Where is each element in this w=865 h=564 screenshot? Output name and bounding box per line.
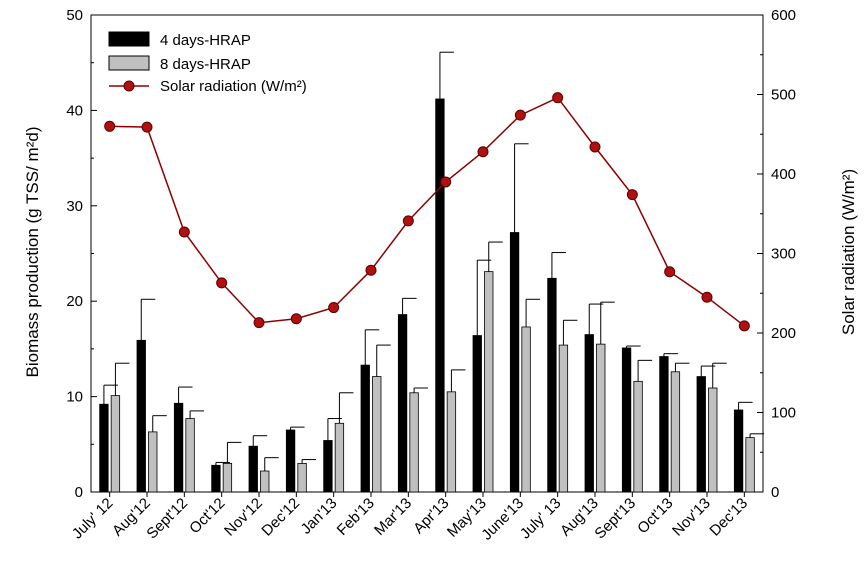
y-axis-right-title: Solar radiation (W/m²) [839, 169, 858, 335]
x-tick-label: Feb'13 [334, 495, 378, 539]
solar-radiation-line [104, 92, 750, 332]
bar-4-days [360, 364, 370, 493]
y-right-tick-label: 200 [771, 325, 796, 342]
bar-8-days [185, 418, 195, 493]
solar-point [477, 146, 489, 158]
bar-8-days [484, 271, 494, 493]
bar-8-days [708, 387, 718, 493]
bar-4-days [397, 314, 408, 493]
y-left-tick-label: 0 [75, 484, 83, 501]
y-left-tick-label: 50 [66, 7, 83, 24]
bar-8-days [670, 371, 681, 493]
solar-point [440, 176, 452, 188]
y-axis-right: 0 100 200 300 400 500 600 [757, 7, 796, 501]
bars-8-days [110, 271, 755, 493]
bar-4-days [733, 409, 744, 493]
error-bars [103, 51, 765, 472]
bar-8-days [334, 422, 345, 493]
x-axis: July' 12Aug'12Sept'12Oct'12Nov'12Dec'12J… [69, 492, 751, 544]
bar-8-days [110, 395, 121, 493]
y-right-tick-label: 100 [771, 405, 796, 422]
bar-4-days [248, 445, 258, 493]
bar-8-days [297, 462, 307, 493]
y-left-tick-label: 40 [66, 102, 83, 119]
legend-label-8-days: 8 days-HRAP [160, 56, 251, 73]
solar-point [216, 277, 228, 289]
bar-4-days [173, 402, 184, 493]
bar-4-days [285, 429, 296, 493]
bar-8-days [446, 391, 457, 493]
x-tick-label: Jan'13 [298, 495, 341, 538]
legend-swatch-4-days [108, 31, 150, 47]
bar-8-days [148, 431, 158, 493]
legend-swatch-8-days [108, 55, 150, 71]
bar-8-days [745, 437, 755, 493]
solar-point [514, 109, 526, 121]
solar-point [328, 302, 340, 314]
y-left-tick-label: 20 [66, 293, 83, 310]
bar-4-days [547, 277, 557, 493]
legend-marker-solar [123, 80, 135, 92]
y-right-tick-label: 500 [771, 87, 796, 104]
y-right-tick-label: 0 [771, 484, 779, 501]
y-axis-left: 0 10 20 30 40 50 [66, 7, 97, 501]
y-axis-left-title: Biomass production (g TSS/ m²d) [23, 127, 42, 378]
x-tick-label: Sept'13 [591, 495, 639, 543]
solar-point [104, 120, 116, 132]
y-left-tick-label: 10 [66, 389, 83, 406]
y-right-tick-label: 600 [771, 7, 796, 24]
bar-8-days [558, 344, 569, 493]
y-right-tick-label: 400 [771, 166, 796, 183]
solar-point [589, 141, 601, 153]
x-tick-label: Nov'12 [221, 495, 266, 540]
bar-4-days [435, 98, 445, 493]
x-tick-label: Dec'13 [706, 495, 751, 540]
solar-point [738, 320, 750, 332]
bar-8-days [409, 392, 419, 493]
solar-point [402, 215, 414, 227]
legend-label-solar: Solar radiation (W/m²) [160, 78, 307, 95]
bar-4-days [472, 335, 482, 493]
x-tick-label: Oct'13 [634, 495, 676, 537]
bar-4-days [323, 440, 333, 493]
x-tick-label: June'13 [478, 495, 527, 544]
legend: 4 days-HRAP 8 days-HRAP Solar radiation … [108, 31, 307, 95]
bar-4-days [621, 347, 632, 493]
solar-polyline [109, 96, 745, 327]
bars-4-days [99, 98, 744, 493]
x-tick-label: Oct'12 [186, 495, 228, 537]
x-tick-label: Mar'13 [371, 495, 415, 539]
solar-point [141, 121, 153, 133]
x-tick-label: Dec'12 [258, 495, 303, 540]
x-tick-label: Nov'13 [669, 495, 714, 540]
solar-point [178, 226, 190, 238]
bar-4-days [509, 232, 520, 493]
solar-point [552, 92, 564, 104]
y-right-tick-label: 300 [771, 246, 796, 263]
solar-point [701, 291, 713, 303]
solar-point [253, 317, 265, 329]
solar-point [365, 264, 377, 276]
bar-4-days [584, 334, 594, 493]
bar-4-days [99, 403, 109, 493]
bar-4-days [696, 376, 706, 493]
bar-8-days [260, 470, 270, 493]
bar-8-days [633, 380, 643, 493]
bar-4-days [659, 356, 669, 493]
x-tick-label: July' 13 [517, 495, 565, 543]
bar-8-days [521, 326, 531, 493]
bar-8-days [596, 343, 606, 493]
solar-point [664, 266, 676, 278]
x-tick-label: Sept'12 [143, 495, 191, 543]
x-tick-label: July' 12 [69, 495, 117, 543]
solar-point [626, 189, 638, 201]
y-left-tick-label: 30 [66, 198, 83, 215]
bar-4-days [136, 339, 146, 493]
bar-8-days [222, 462, 233, 493]
bar-8-days [372, 376, 382, 493]
solar-point [290, 313, 302, 325]
bar-4-days [211, 464, 221, 493]
legend-label-4-days: 4 days-HRAP [160, 32, 251, 49]
